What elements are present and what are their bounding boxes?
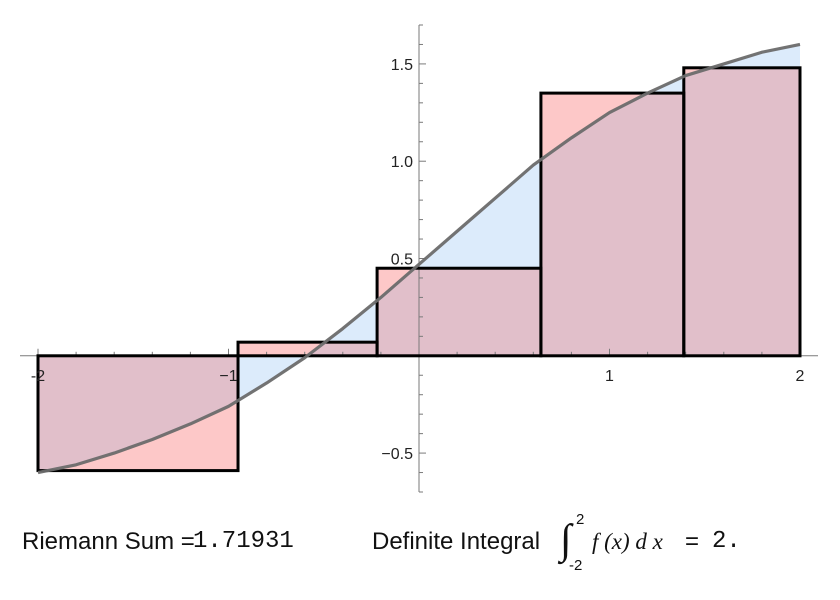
function-curve xyxy=(37,42,801,475)
riemann-sum-label: Riemann Sum = xyxy=(22,528,195,555)
x-tick-label: 2 xyxy=(796,368,805,385)
integral-equals: = xyxy=(685,528,700,555)
y-tick-label: 1.5 xyxy=(391,57,413,74)
integral-lower-limit: -2 xyxy=(569,557,583,574)
caption: Riemann Sum = 1.71931 Definite Integral … xyxy=(22,511,822,574)
riemann-rect-overlap xyxy=(377,268,541,356)
riemann-sum-chart: -2 −1 1 2 −0.5 0.5 1.0 1.5 xyxy=(20,24,818,493)
riemann-sum-value: 1.71931 xyxy=(193,528,294,555)
riemann-rect-overlap xyxy=(683,67,800,356)
x-tick-label: −1 xyxy=(219,368,237,385)
y-tick-label: 0.5 xyxy=(391,252,413,269)
definite-integral-label: Definite Integral xyxy=(372,528,541,555)
x-tick-label: -2 xyxy=(31,368,45,385)
y-tick-label: 1.0 xyxy=(391,154,413,171)
integral-upper-limit: 2 xyxy=(576,511,585,528)
integrand: f (x) d x xyxy=(592,529,663,554)
x-tick-label: 1 xyxy=(605,368,614,385)
riemann-rect-outline xyxy=(682,66,802,358)
y-tick-label: −0.5 xyxy=(381,446,413,463)
riemann-rect-outline xyxy=(36,354,240,473)
integral-sign-icon: ∫ xyxy=(560,517,572,563)
integral-value: 2. xyxy=(712,528,741,555)
